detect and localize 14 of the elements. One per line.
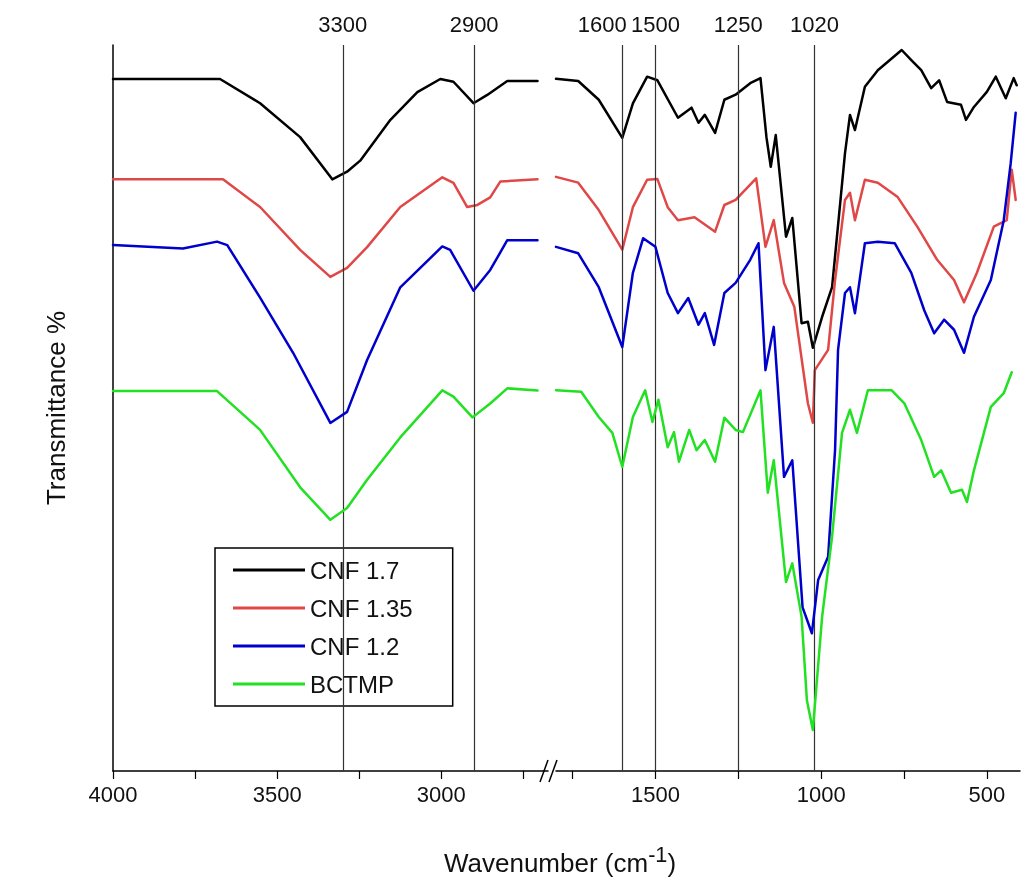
x-tick-label: 500	[968, 781, 1006, 807]
ref-line-label: 3300	[318, 11, 368, 37]
x-tick-label: 4000	[88, 781, 138, 807]
ref-line-label: 1600	[577, 11, 627, 37]
y-axis-title: Transmittance %	[41, 310, 71, 506]
x-tick-label: 1500	[630, 781, 680, 807]
ref-line-label: 1500	[630, 11, 680, 37]
ref-line-label: 1250	[713, 11, 763, 37]
ref-line-label: 1020	[790, 11, 839, 37]
x-tick-label: 3500	[252, 781, 302, 807]
ref-line-label: 2900	[449, 11, 499, 37]
x-axis-title: Wavenumber (cm$^{-1}$)	[442, 842, 678, 879]
x-tick-label: 3000	[416, 781, 466, 807]
x-tick-label: 1000	[796, 781, 846, 807]
